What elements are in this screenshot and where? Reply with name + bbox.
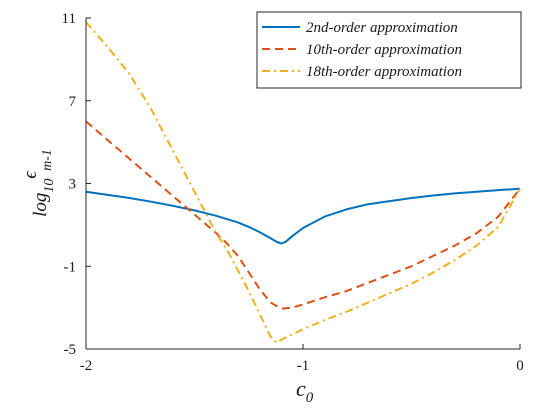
x-axis-title-subscript: 0 xyxy=(306,390,314,406)
y-axis-title: log10ϵm-1 xyxy=(20,149,57,217)
legend-box xyxy=(256,11,522,89)
y-axis-title-subscript: m-1 xyxy=(40,149,55,171)
y-tick-label: 3 xyxy=(69,177,77,193)
x-axis-title: c0 xyxy=(296,376,314,406)
x-tick-label: 0 xyxy=(516,358,524,374)
x-tick-label: -1 xyxy=(297,358,310,374)
ticks-layer: -2 -1 0 -5 -1 3 7 11 xyxy=(62,11,524,374)
series-line-3 xyxy=(85,21,521,344)
x-tick-label: -2 xyxy=(80,358,93,374)
y-tick-label: -1 xyxy=(64,259,77,275)
series-line-2 xyxy=(85,120,521,310)
y-axis-title-prefix: log xyxy=(30,193,51,217)
legend-label-1: 2nd-order approximation xyxy=(306,20,458,36)
y-axis-title-epsilon: ϵ xyxy=(20,170,41,179)
y-tick-label: -5 xyxy=(64,342,77,358)
x-axis-title-base: c xyxy=(296,376,306,401)
series-layer xyxy=(85,21,521,344)
legend-label-2: 10th-order approximation xyxy=(306,42,462,58)
legend: 2nd-order approximation 10th-order approx… xyxy=(256,11,522,89)
legend-label-3: 18th-order approximation xyxy=(306,64,462,80)
y-tick-label: 11 xyxy=(62,11,76,27)
y-axis-title-log-base: 10 xyxy=(42,179,57,193)
y-tick-label: 7 xyxy=(69,94,77,110)
series-line-1 xyxy=(85,187,521,245)
